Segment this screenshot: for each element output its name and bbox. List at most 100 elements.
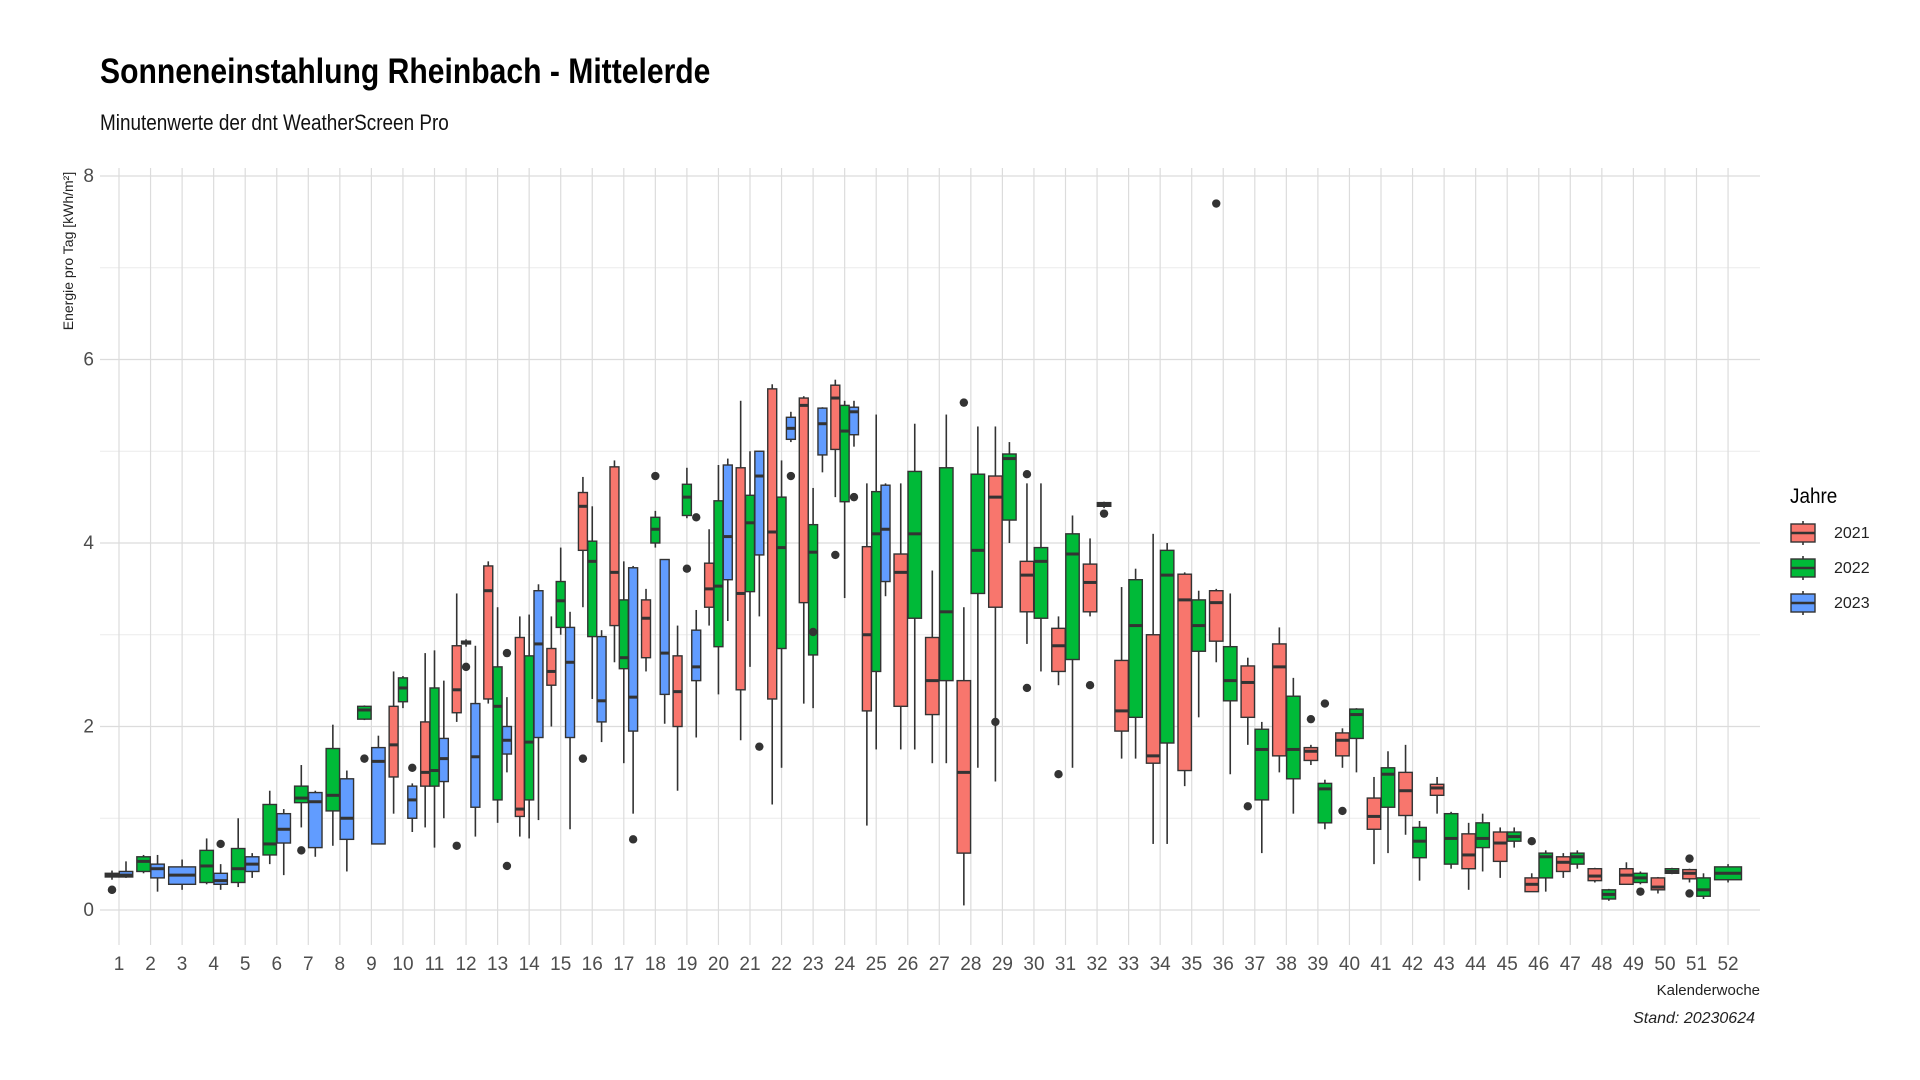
box-2022-week-24 [839, 404, 850, 503]
legend-item-2021: 2021 [1790, 521, 1870, 556]
x-tick-label: 35 [1181, 954, 1202, 975]
outlier-point [1320, 699, 1330, 708]
box-2021-week-32 [1082, 563, 1098, 613]
outlier-point [991, 717, 1000, 727]
box-2022-week-30 [1033, 546, 1049, 619]
x-tick-label: 49 [1623, 954, 1644, 975]
box-2021-week-10 [388, 705, 399, 778]
outlier-point [1685, 889, 1694, 898]
outlier-point [297, 846, 306, 855]
x-tick-label: 23 [803, 954, 824, 975]
box-2022-week-15 [555, 580, 566, 629]
box-2021-week-26 [893, 553, 909, 708]
x-tick-label: 42 [1402, 954, 1423, 975]
x-tick-label: 40 [1339, 954, 1360, 975]
box-2022-week-47 [1569, 852, 1585, 865]
box-2021-week-17 [609, 466, 620, 627]
box-2023-week-24 [848, 406, 860, 436]
box-2022-week-6 [262, 803, 278, 856]
box-2021-week-39 [1303, 746, 1319, 762]
x-tick-label: 16 [582, 954, 603, 975]
box-2023-week-2 [150, 863, 165, 879]
box-2021-week-33 [1114, 659, 1130, 732]
outlier-point [1338, 806, 1347, 816]
legend: Jahre 2021 2022 2023 [1790, 485, 1870, 626]
x-tick-label: 15 [550, 954, 571, 975]
x-tick-label: 26 [897, 954, 918, 975]
x-tick-label: 1 [114, 954, 125, 975]
box-2022-week-21 [744, 494, 756, 593]
x-tick-label: 27 [929, 954, 950, 975]
box-2021-week-44 [1461, 833, 1477, 870]
box-2023-week-9 [370, 746, 386, 845]
box-2023-week-25 [880, 484, 891, 583]
legend-label: 2022 [1834, 560, 1870, 577]
box-2022-week-23 [807, 523, 819, 656]
box-2023-week-15 [564, 626, 576, 739]
legend-key [1790, 591, 1816, 615]
x-tick-label: 5 [240, 954, 251, 975]
legend-item-2022: 2022 [1790, 556, 1870, 591]
box-2023-week-21 [754, 450, 765, 556]
y-tick-label: 2 [83, 717, 94, 738]
box-2021-week-45 [1492, 831, 1508, 863]
legend-key [1790, 556, 1816, 580]
x-tick-label: 47 [1560, 954, 1581, 975]
box-2022-week-46 [1538, 852, 1554, 879]
x-tick-label: 33 [1118, 954, 1139, 975]
outlier-point [1085, 681, 1095, 690]
box-2022-week-41 [1380, 767, 1396, 808]
outlier-point [360, 754, 369, 763]
box-2022-week-44 [1475, 822, 1491, 849]
x-tick-label: 24 [834, 954, 856, 975]
box-2022-week-16 [587, 540, 598, 638]
box-2023-week-10 [407, 785, 418, 819]
x-tick-label: 11 [425, 954, 445, 975]
x-tick-label: 2 [145, 954, 156, 975]
y-axis-label: Energie pro Tag [kWh/m²] [60, 172, 76, 330]
x-tick-label: 32 [1086, 954, 1107, 975]
box-2021-week-37 [1240, 665, 1256, 719]
legend-item-2023: 2023 [1790, 591, 1870, 626]
outlier-point [1306, 714, 1316, 724]
chart-title: Sonneneinstahlung Rheinbach - Mittelerde [100, 52, 711, 91]
x-tick-label: 25 [866, 954, 887, 975]
legend-label: 2021 [1834, 525, 1870, 542]
legend-title: Jahre [1790, 485, 1838, 508]
box-2023-week-8 [339, 778, 355, 841]
outlier-point [831, 550, 840, 560]
box-2021-week-14 [514, 636, 525, 818]
box-2021-week-15 [546, 647, 557, 686]
box-2022-week-13 [492, 666, 503, 801]
box-2022-week-20 [713, 500, 724, 648]
outlier-point [651, 471, 660, 481]
outlier-point [502, 861, 512, 871]
x-tick-label: 29 [992, 954, 1013, 975]
box-2022-week-51 [1696, 877, 1711, 897]
box-2021-week-13 [483, 565, 494, 700]
x-tick-label: 6 [271, 954, 282, 975]
box-2022-week-26 [907, 470, 923, 619]
outlier-point [692, 513, 701, 522]
x-tick-label: 14 [519, 954, 541, 975]
box-2022-week-29 [1001, 453, 1017, 521]
legend-items: 2021 2022 2023 [1790, 521, 1870, 626]
box-2023-week-17 [627, 567, 639, 732]
outlier-point [1636, 887, 1645, 896]
outlier-point [107, 885, 117, 895]
box-2022-week-10 [397, 677, 409, 703]
y-tick-label: 6 [83, 350, 94, 371]
box-2021-week-40 [1335, 732, 1350, 757]
box-2022-week-39 [1317, 782, 1333, 824]
x-tick-label: 20 [708, 954, 729, 975]
x-tick-label: 51 [1686, 954, 1707, 975]
outlier-point [578, 754, 588, 763]
x-tick-label: 8 [335, 954, 346, 975]
box-2021-week-21 [735, 467, 746, 691]
outlier-point [1054, 770, 1063, 779]
outlier-point [1685, 854, 1694, 863]
outlier-point [1527, 836, 1536, 846]
box-2022-week-14 [523, 655, 535, 801]
box-2022-week-5 [230, 847, 246, 884]
x-tick-label: 7 [303, 954, 314, 975]
